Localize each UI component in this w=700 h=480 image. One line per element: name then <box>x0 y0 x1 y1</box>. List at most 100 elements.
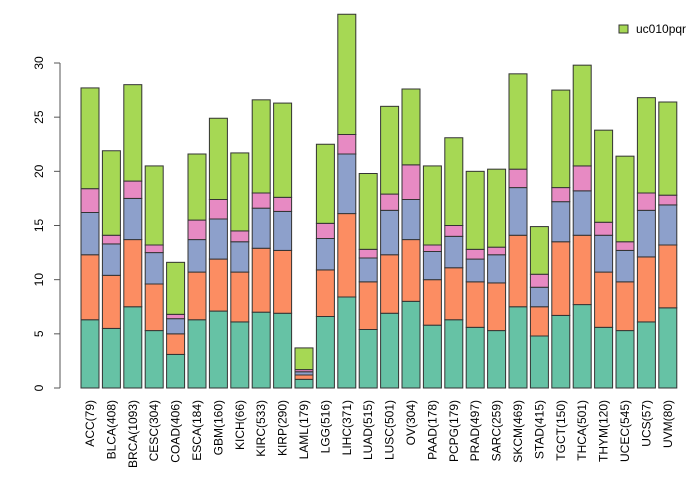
bar-segment-uc001pqt <box>166 313 186 320</box>
bar-segment-uc001han <box>508 234 528 308</box>
bar-segment-uc001pqt <box>251 192 271 209</box>
bar-segment-uc001hao <box>572 304 592 389</box>
x-tick-label: KIRC(533) <box>254 400 268 457</box>
bar-segment-uc001hao <box>508 306 528 389</box>
x-tick-label: UVM(80) <box>661 400 675 448</box>
bar-segment-uc001pqs <box>401 199 421 241</box>
bar-segment-uc001hao <box>144 330 164 389</box>
bar-segment-uc001han <box>251 247 271 313</box>
bar-segment-uc010pqr <box>123 84 143 182</box>
bar-segment-uc010pqr <box>144 165 164 246</box>
x-tick-label: PCPG(179) <box>447 400 461 462</box>
bar-segment-uc001han <box>294 374 314 380</box>
bar-segment-uc001pqs <box>187 239 207 273</box>
bar-segment-uc001pqt <box>80 188 100 214</box>
bar-segment-uc001han <box>337 213 357 298</box>
bar-segment-uc001hao <box>101 327 121 389</box>
bar-segment-uc001han <box>101 274 121 329</box>
x-tick-label: UCEC(545) <box>618 400 632 462</box>
x-tick-label: THYM(120) <box>597 400 611 462</box>
bar-segment-uc001pqs <box>251 207 271 249</box>
bar-segment-uc001pqs <box>422 251 442 281</box>
bar-segment-uc001pqt <box>594 221 614 236</box>
x-tick-label: ESCA(184) <box>190 400 204 461</box>
bar-segment-uc001han <box>422 279 442 326</box>
bar-segment-uc001pqs <box>101 243 121 276</box>
legend-swatch-uc010pqr <box>618 24 629 34</box>
bar-segment-uc001han <box>529 306 549 337</box>
bar-segment-uc001pqt <box>572 165 592 192</box>
bar-segment-uc001pqt <box>508 168 528 189</box>
bar-segment-uc001han <box>465 281 485 328</box>
bar-segment-uc001han <box>487 282 507 332</box>
bar-segment-uc010pqr <box>230 152 250 232</box>
bar-segment-uc001hao <box>166 353 186 389</box>
bar-segment-uc001pqs <box>208 218 228 260</box>
bar-segment-uc001pqt <box>444 225 464 237</box>
bar-segment-uc001pqs <box>594 234 614 273</box>
bar-segment-uc001hao <box>187 319 207 389</box>
bar-segment-uc001pqs <box>358 257 378 283</box>
bar-segment-uc001pqt <box>187 219 207 241</box>
x-tick-label: OV(304) <box>404 400 418 445</box>
bar-segment-uc001han <box>230 271 250 323</box>
bar-segment-uc001pqt <box>422 244 442 252</box>
bar-segment-uc010pqr <box>465 170 485 250</box>
bar-segment-uc010pqr <box>380 105 400 195</box>
bar-segment-uc001han <box>594 271 614 328</box>
bar-segment-uc010pqr <box>572 64 592 167</box>
bar-segment-uc010pqr <box>80 87 100 190</box>
bar-segment-uc001pqt <box>380 193 400 211</box>
bar-segment-uc001pqt <box>315 222 335 239</box>
x-tick-label: COAD(406) <box>169 400 183 463</box>
bar-segment-uc001pqt <box>123 180 143 199</box>
bar-segment-uc001pqs <box>144 252 164 285</box>
bar-segment-uc001hao <box>123 306 143 389</box>
y-tick-label: 30 <box>32 56 46 70</box>
bar-segment-uc010pqr <box>208 117 228 200</box>
bar-segment-uc010pqr <box>187 153 207 221</box>
bar-segment-uc001pqt <box>529 273 549 288</box>
y-tick-label: 25 <box>32 110 46 124</box>
bar-segment-uc010pqr <box>529 226 549 275</box>
bar-segment-uc001pqs <box>166 318 186 335</box>
x-tick-label: GBM(160) <box>211 400 225 455</box>
bar-segment-uc001pqs <box>465 258 485 283</box>
bar-segment-uc001hao <box>487 330 507 389</box>
bar-segment-uc001pqt <box>487 246 507 256</box>
bar-segment-uc001han <box>273 249 293 314</box>
bar-segment-uc001han <box>315 269 335 317</box>
bar-segment-uc001han <box>144 283 164 332</box>
bar-segment-uc001hao <box>615 330 635 389</box>
bar-segment-uc010pqr <box>401 88 421 166</box>
bar-segment-uc001pqt <box>658 194 678 206</box>
bar-segment-uc001pqs <box>508 187 528 236</box>
bar-segment-uc001han <box>380 254 400 314</box>
bar-segment-uc001hao <box>551 314 571 389</box>
x-tick-label: BRCA(1093) <box>126 400 140 468</box>
bar-segment-uc010pqr <box>166 261 186 315</box>
bar-segment-uc010pqr <box>315 143 335 224</box>
bar-segment-uc001hao <box>337 296 357 389</box>
bars-group <box>80 13 678 389</box>
bar-segment-uc001hao <box>80 319 100 389</box>
bar-segment-uc001hao <box>465 326 485 389</box>
bar-segment-uc001pqs <box>80 212 100 256</box>
x-tick-label: LUAD(515) <box>361 400 375 460</box>
bar-segment-uc001pqs <box>444 235 464 269</box>
bar-segment-uc010pqr <box>251 99 271 194</box>
bar-segment-uc001pqs <box>123 197 143 241</box>
bar-segment-uc001hao <box>315 316 335 389</box>
bar-segment-uc001han <box>166 333 186 355</box>
bar-segment-uc010pqr <box>358 173 378 250</box>
y-tick-label: 15 <box>32 219 46 233</box>
bar-segment-uc010pqr <box>422 165 442 246</box>
bar-segment-uc001han <box>358 281 378 331</box>
bar-segment-uc001pqt <box>101 234 121 245</box>
bar-segment-uc010pqr <box>615 155 635 243</box>
x-tick-label: PRAD(497) <box>468 400 482 461</box>
bar-segment-uc001pqs <box>487 254 507 284</box>
bar-segment-uc010pqr <box>444 137 464 226</box>
bar-segment-uc001hao <box>401 300 421 389</box>
